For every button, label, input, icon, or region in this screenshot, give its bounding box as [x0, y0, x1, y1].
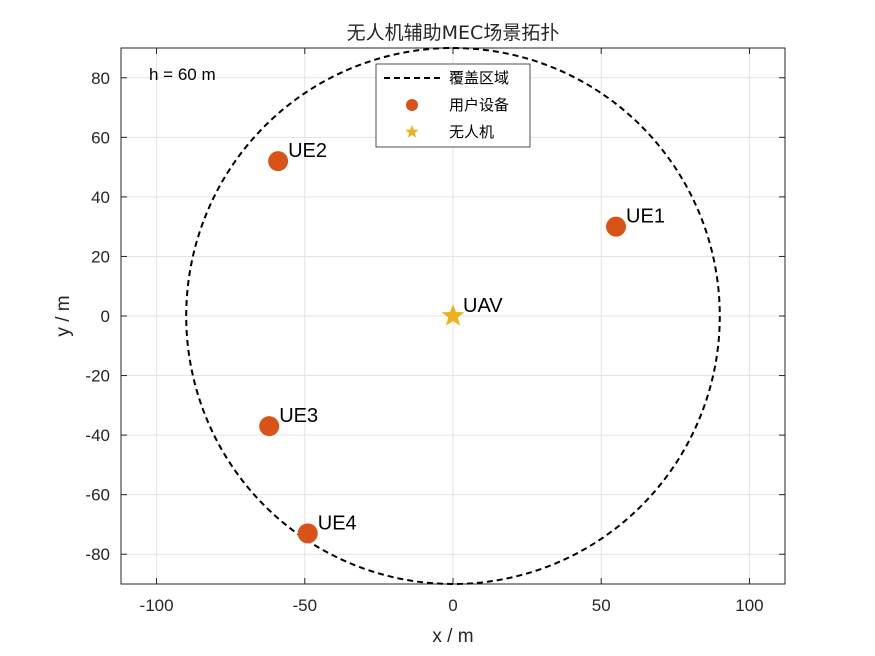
y-tick-label: -80 [85, 545, 110, 564]
legend-uav-swatch [405, 125, 419, 138]
legend-uav-label: 无人机 [449, 123, 494, 141]
point-layer [259, 151, 627, 544]
grid [121, 48, 785, 584]
x-tick-label: -100 [140, 596, 174, 615]
chart-title: 无人机辅助MEC场景拓扑 [347, 22, 560, 44]
y-tick-label: 20 [91, 247, 110, 266]
y-tick-label: -40 [85, 426, 110, 445]
uav-point[interactable] [441, 304, 465, 326]
user-point-ue4[interactable] [297, 523, 318, 544]
height-annotation: h = 60 m [149, 65, 216, 84]
y-axis-label: y / m [53, 295, 74, 336]
label-layer: UE1 UE2 UE3 UE4 UAV [279, 140, 665, 534]
y-tick-label: -20 [85, 367, 110, 386]
user-label-ue3: UE3 [279, 405, 318, 427]
user-point-ue3[interactable] [259, 416, 280, 437]
coverage-layer [185, 47, 721, 585]
legend[interactable]: 覆盖区域 用户设备 无人机 [375, 63, 531, 148]
legend-coverage-label: 覆盖区域 [449, 69, 509, 87]
y-tick-label: 0 [101, 307, 110, 326]
y-tick-labels: -80 -60 -40 -20 0 20 40 60 80 [85, 69, 110, 564]
legend-user-swatch [406, 99, 418, 111]
user-point-ue1[interactable] [606, 216, 627, 237]
y-tick-label: 40 [91, 188, 110, 207]
coverage-circle [185, 47, 721, 585]
y-tick-label: -60 [85, 486, 110, 505]
x-tick-labels: -100 -50 0 50 100 [140, 596, 764, 615]
tick-marks [121, 48, 785, 584]
y-tick-label: 60 [91, 128, 110, 147]
x-tick-label: 0 [448, 596, 457, 615]
user-point-ue2[interactable] [268, 151, 289, 172]
x-tick-label: 50 [592, 596, 611, 615]
user-label-ue2: UE2 [288, 140, 327, 162]
x-tick-label: 100 [735, 596, 763, 615]
x-tick-label: -50 [292, 596, 317, 615]
uav-label: UAV [463, 295, 503, 317]
user-label-ue1: UE1 [626, 206, 665, 228]
legend-user-label: 用户设备 [449, 96, 509, 114]
legend-box [375, 63, 531, 148]
x-axis-label: x / m [432, 626, 473, 647]
user-label-ue4: UE4 [318, 512, 357, 534]
y-tick-label: 80 [91, 69, 110, 88]
